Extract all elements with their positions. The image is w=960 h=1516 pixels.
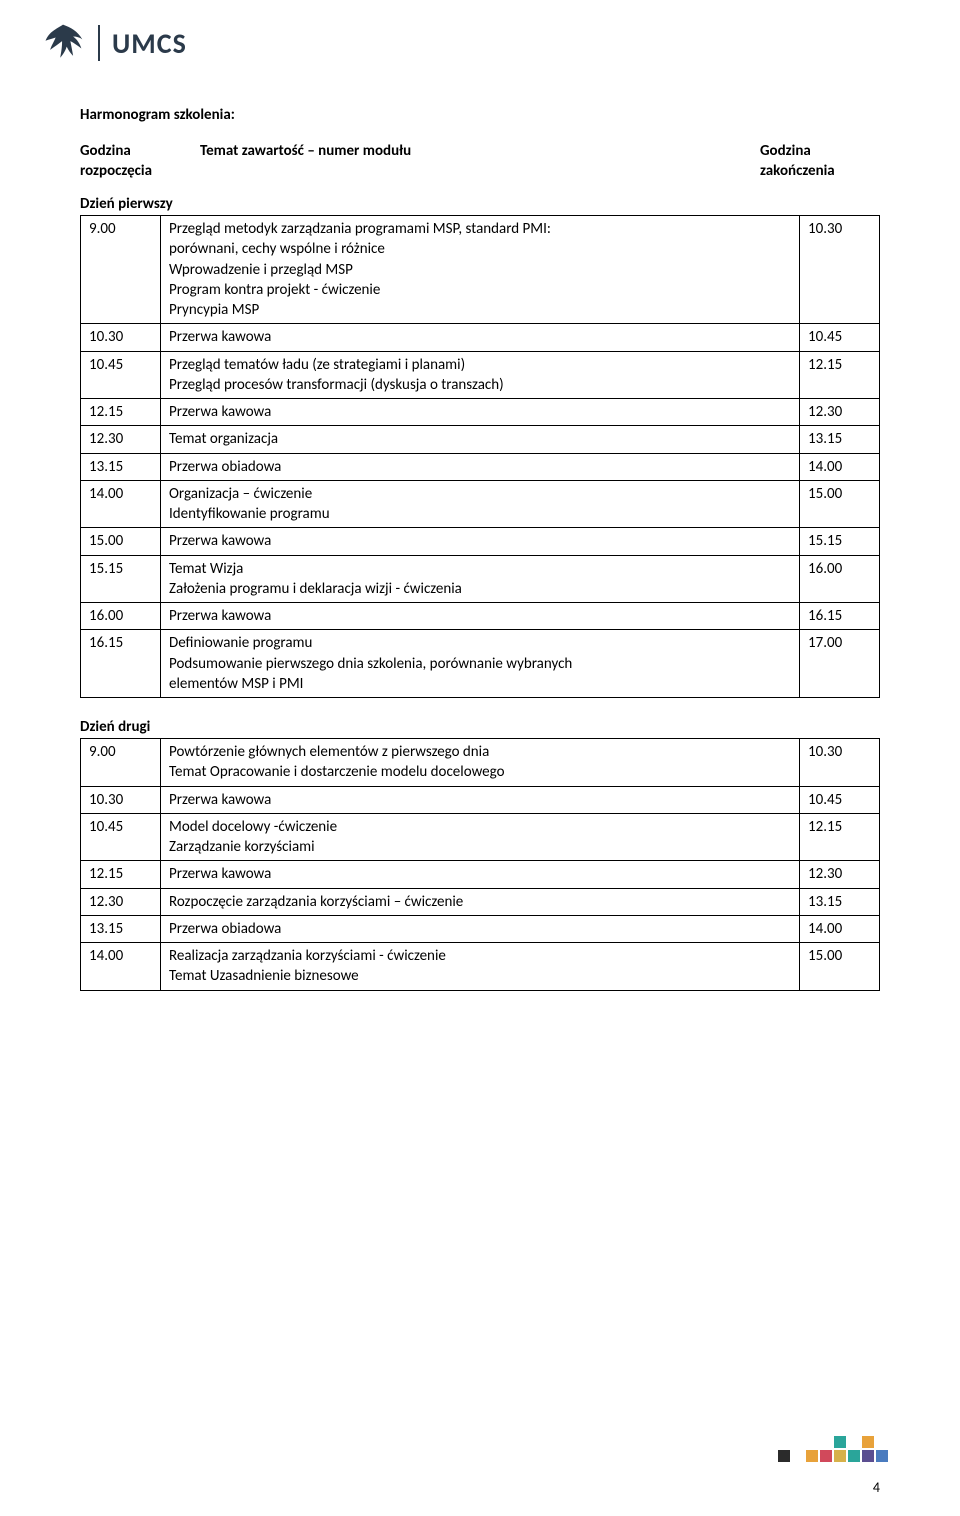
table-header: Godzina rozpoczęcia Temat zawartość – nu… (80, 142, 880, 181)
table-row: 16.00Przerwa kawowa16.15 (81, 603, 880, 630)
start-time-cell: 10.30 (81, 786, 161, 813)
header-end-time: Godzina zakończenia (760, 142, 880, 181)
start-time-cell: 15.15 (81, 555, 161, 603)
footer-squares-icon (778, 1434, 890, 1466)
content-cell: Temat organizacja (161, 426, 800, 453)
start-time-cell: 10.30 (81, 324, 161, 351)
start-time-cell: 14.00 (81, 480, 161, 528)
end-time-cell: 12.15 (800, 813, 880, 861)
start-time-cell: 10.45 (81, 351, 161, 399)
table-row: 10.30Przerwa kawowa10.45 (81, 786, 880, 813)
start-time-cell: 9.00 (81, 216, 161, 324)
start-time-cell: 13.15 (81, 453, 161, 480)
content-cell: Temat WizjaZałożenia programu i deklarac… (161, 555, 800, 603)
start-time-cell: 13.15 (81, 915, 161, 942)
end-time-cell: 17.00 (800, 630, 880, 698)
start-time-cell: 12.30 (81, 426, 161, 453)
content-cell: Rozpoczęcie zarządzania korzyściami – ćw… (161, 888, 800, 915)
end-time-cell: 13.15 (800, 888, 880, 915)
end-time-cell: 16.15 (800, 603, 880, 630)
content-cell: Przerwa kawowa (161, 786, 800, 813)
table-row: 13.15Przerwa obiadowa14.00 (81, 453, 880, 480)
start-time-cell: 12.15 (81, 399, 161, 426)
end-time-cell: 12.15 (800, 351, 880, 399)
table-row: 10.45Model docelowy -ćwiczenieZarządzani… (81, 813, 880, 861)
content-cell: Definiowanie programuPodsumowanie pierws… (161, 630, 800, 698)
start-time-cell: 15.00 (81, 528, 161, 555)
table-row: 9.00Powtórzenie głównych elementów z pie… (81, 739, 880, 787)
content-cell: Przerwa obiadowa (161, 915, 800, 942)
logo-text: UMCS (112, 26, 187, 61)
end-time-cell: 12.30 (800, 399, 880, 426)
end-time-cell: 13.15 (800, 426, 880, 453)
content-cell: Organizacja – ćwiczenieIdentyfikowanie p… (161, 480, 800, 528)
table-row: 10.45Przegląd tematów ładu (ze strategia… (81, 351, 880, 399)
content-cell: Przerwa kawowa (161, 861, 800, 888)
end-time-cell: 10.30 (800, 739, 880, 787)
table-row: 14.00Organizacja – ćwiczenieIdentyfikowa… (81, 480, 880, 528)
end-time-cell: 10.45 (800, 324, 880, 351)
content-cell: Przegląd tematów ładu (ze strategiami i … (161, 351, 800, 399)
start-time-cell: 12.30 (81, 888, 161, 915)
end-time-cell: 15.00 (800, 943, 880, 991)
logo-divider (98, 25, 100, 61)
end-time-cell: 15.15 (800, 528, 880, 555)
table-row: 13.15Przerwa obiadowa14.00 (81, 915, 880, 942)
table-row: 14.00Realizacja zarządzania korzyściami … (81, 943, 880, 991)
start-time-cell: 14.00 (81, 943, 161, 991)
day2-label: Dzień drugi (80, 718, 880, 736)
table-row: 15.15Temat WizjaZałożenia programu i dek… (81, 555, 880, 603)
table-row: 12.30Rozpoczęcie zarządzania korzyściami… (81, 888, 880, 915)
table-row: 16.15Definiowanie programuPodsumowanie p… (81, 630, 880, 698)
content-cell: Powtórzenie głównych elementów z pierwsz… (161, 739, 800, 787)
table-row: 12.30Temat organizacja13.15 (81, 426, 880, 453)
content-cell: Przerwa obiadowa (161, 453, 800, 480)
content-cell: Model docelowy -ćwiczenieZarządzanie kor… (161, 813, 800, 861)
content-cell: Przerwa kawowa (161, 324, 800, 351)
end-time-cell: 10.45 (800, 786, 880, 813)
content-cell: Przerwa kawowa (161, 528, 800, 555)
end-time-cell: 16.00 (800, 555, 880, 603)
table-row: 12.15Przerwa kawowa12.30 (81, 399, 880, 426)
header-start-time: Godzina rozpoczęcia (80, 142, 200, 181)
page-title: Harmonogram szkolenia: (80, 106, 880, 124)
end-time-cell: 10.30 (800, 216, 880, 324)
content-cell: Przerwa kawowa (161, 399, 800, 426)
logo-row: UMCS (40, 20, 880, 66)
content-cell: Przerwa kawowa (161, 603, 800, 630)
start-time-cell: 12.15 (81, 861, 161, 888)
day1-label: Dzień pierwszy (80, 195, 880, 213)
table-row: 9.00Przegląd metodyk zarządzania program… (81, 216, 880, 324)
table-row: 10.30Przerwa kawowa10.45 (81, 324, 880, 351)
page-number: 4 (873, 1479, 880, 1496)
end-time-cell: 14.00 (800, 453, 880, 480)
content-cell: Realizacja zarządzania korzyściami - ćwi… (161, 943, 800, 991)
table-row: 15.00Przerwa kawowa15.15 (81, 528, 880, 555)
header-topic: Temat zawartość – numer modułu (200, 142, 760, 181)
table-row: 12.15Przerwa kawowa12.30 (81, 861, 880, 888)
start-time-cell: 9.00 (81, 739, 161, 787)
start-time-cell: 16.00 (81, 603, 161, 630)
eagle-icon (40, 20, 86, 66)
day2-table: 9.00Powtórzenie głównych elementów z pie… (80, 738, 880, 991)
start-time-cell: 10.45 (81, 813, 161, 861)
end-time-cell: 12.30 (800, 861, 880, 888)
day1-table: 9.00Przegląd metodyk zarządzania program… (80, 215, 880, 698)
content-cell: Przegląd metodyk zarządzania programami … (161, 216, 800, 324)
start-time-cell: 16.15 (81, 630, 161, 698)
end-time-cell: 15.00 (800, 480, 880, 528)
end-time-cell: 14.00 (800, 915, 880, 942)
